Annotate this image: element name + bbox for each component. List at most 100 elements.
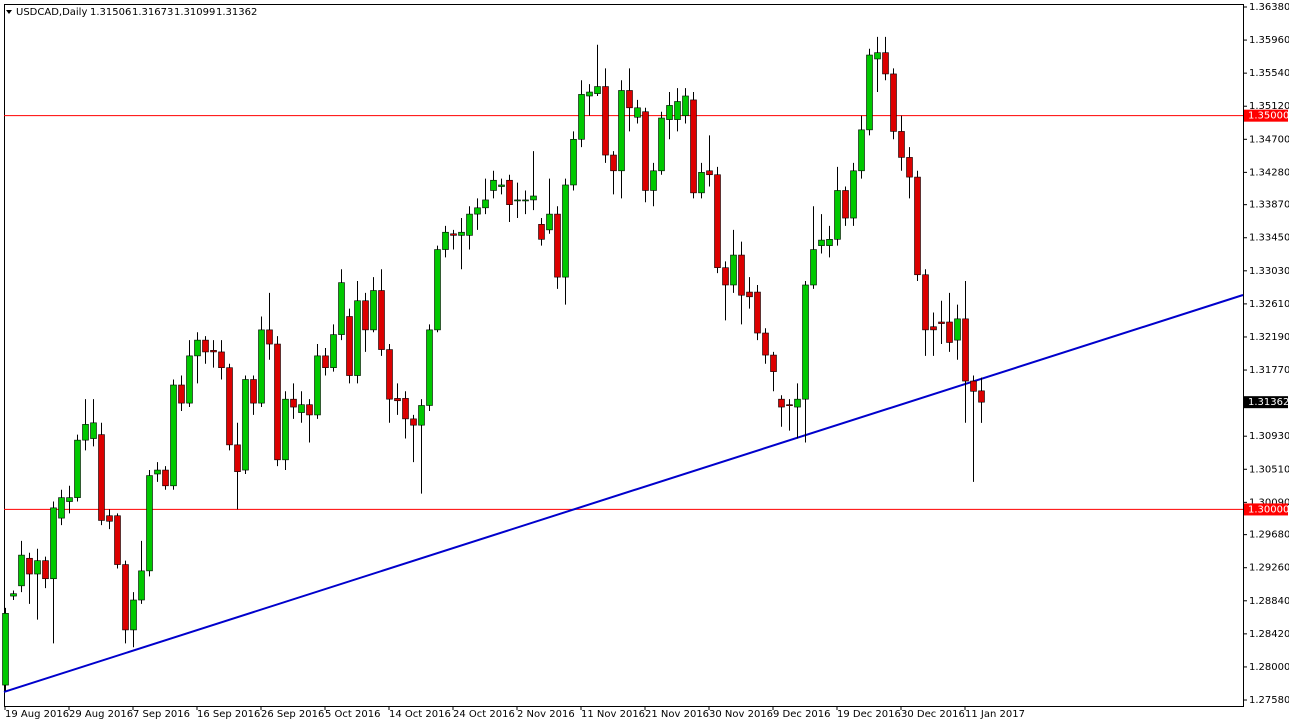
candle-body xyxy=(522,199,529,202)
x-tick-label: 26 Sep 2016 xyxy=(261,709,324,720)
candle-body xyxy=(66,497,73,502)
candle-body xyxy=(386,349,393,400)
candle-body xyxy=(82,424,89,441)
candle-body xyxy=(266,329,273,345)
y-tick-label: 1.30930 xyxy=(1249,431,1289,442)
candle-body xyxy=(410,418,417,426)
candle-body xyxy=(202,339,209,353)
candle-body xyxy=(482,199,489,209)
y-tick-label: 1.34280 xyxy=(1249,167,1289,178)
candle-body xyxy=(954,318,961,341)
candle-body xyxy=(946,321,953,343)
y-tick-label: 1.32610 xyxy=(1249,299,1289,310)
candle-body xyxy=(34,560,41,575)
y-tick-label: 1.27580 xyxy=(1249,695,1289,706)
candle-body xyxy=(978,390,985,403)
candle-body xyxy=(490,179,497,191)
candle-body xyxy=(170,384,177,487)
price-label-box xyxy=(1244,503,1288,516)
y-tick-label: 1.35120 xyxy=(1249,101,1289,112)
candle-body xyxy=(258,329,265,404)
candle-body xyxy=(562,184,569,278)
candle-body xyxy=(578,94,585,140)
candle-body xyxy=(850,170,857,219)
candle-body xyxy=(914,176,921,276)
candle-body xyxy=(242,379,249,471)
candle-body xyxy=(626,90,633,109)
candle-body xyxy=(834,190,841,240)
candle-body xyxy=(930,326,937,331)
x-tick-label: 2 Nov 2016 xyxy=(517,709,575,720)
candle-body xyxy=(394,398,401,402)
candle-body xyxy=(402,398,409,420)
candle-body xyxy=(794,398,801,408)
candle-body xyxy=(666,105,673,120)
candle-body xyxy=(434,249,441,331)
candle-body xyxy=(354,300,361,376)
candle-body xyxy=(106,515,113,522)
candle-body xyxy=(698,172,705,194)
candle-body xyxy=(514,199,521,202)
candle-body xyxy=(730,254,737,286)
candle-body xyxy=(322,355,329,368)
candle-body xyxy=(298,404,305,413)
x-tick-label: 7 Sep 2016 xyxy=(133,709,190,720)
candle-body xyxy=(346,316,353,376)
candle-body xyxy=(18,554,25,587)
current-price-label: 1.31362 xyxy=(1248,397,1289,408)
candle-body xyxy=(738,254,745,296)
candle-body xyxy=(714,174,721,268)
x-tick-label: 19 Aug 2016 xyxy=(5,709,69,720)
header-high: 1.31673 xyxy=(132,7,173,18)
x-tick-label: 21 Nov 2016 xyxy=(645,709,709,720)
price-label-box xyxy=(1244,109,1288,122)
candle-body xyxy=(970,380,977,392)
candle-body xyxy=(602,86,609,156)
candle-body xyxy=(586,91,593,97)
y-tick-label: 1.28840 xyxy=(1249,596,1289,607)
y-tick-label: 1.30090 xyxy=(1249,497,1289,508)
y-tick-label: 1.33030 xyxy=(1249,266,1289,277)
candle-body xyxy=(610,154,617,172)
candle-body xyxy=(306,404,313,416)
candle-body xyxy=(442,231,449,250)
candle-body xyxy=(130,599,137,631)
candle-body xyxy=(226,367,233,446)
candle-body xyxy=(674,101,681,120)
candle-body xyxy=(274,343,281,461)
candle-body xyxy=(874,52,881,60)
x-tick-label: 16 Sep 2016 xyxy=(197,709,260,720)
x-tick-label: 30 Dec 2016 xyxy=(901,709,965,720)
candle-body xyxy=(426,329,433,406)
candle-body xyxy=(450,233,457,236)
candle-body xyxy=(458,231,465,236)
candle-body xyxy=(314,355,321,416)
candle-body xyxy=(2,613,9,686)
candle-body xyxy=(418,405,425,426)
y-tick-label: 1.28420 xyxy=(1249,629,1289,640)
current-price-box xyxy=(1244,396,1288,409)
candle-body xyxy=(538,224,545,240)
candle-body xyxy=(826,239,833,246)
candle-body xyxy=(250,379,257,404)
candle-body xyxy=(530,195,537,201)
candle-body xyxy=(498,184,505,187)
candle-body xyxy=(642,111,649,191)
candle-body xyxy=(186,355,193,404)
x-tick-label: 9 Dec 2016 xyxy=(773,709,831,720)
x-tick-label: 24 Oct 2016 xyxy=(453,709,515,720)
menu-arrow[interactable] xyxy=(6,10,12,14)
y-tick-label: 1.29260 xyxy=(1249,563,1289,574)
candle-body xyxy=(706,170,713,176)
candle-body xyxy=(922,274,929,331)
candle-body xyxy=(770,354,777,372)
candle-body xyxy=(546,213,553,231)
candle-body xyxy=(906,157,913,178)
candle-body xyxy=(618,90,625,172)
y-tick-label: 1.32190 xyxy=(1249,332,1289,343)
y-tick-label: 1.30510 xyxy=(1249,464,1289,475)
candle-body xyxy=(50,507,57,580)
candle-body xyxy=(42,560,49,580)
